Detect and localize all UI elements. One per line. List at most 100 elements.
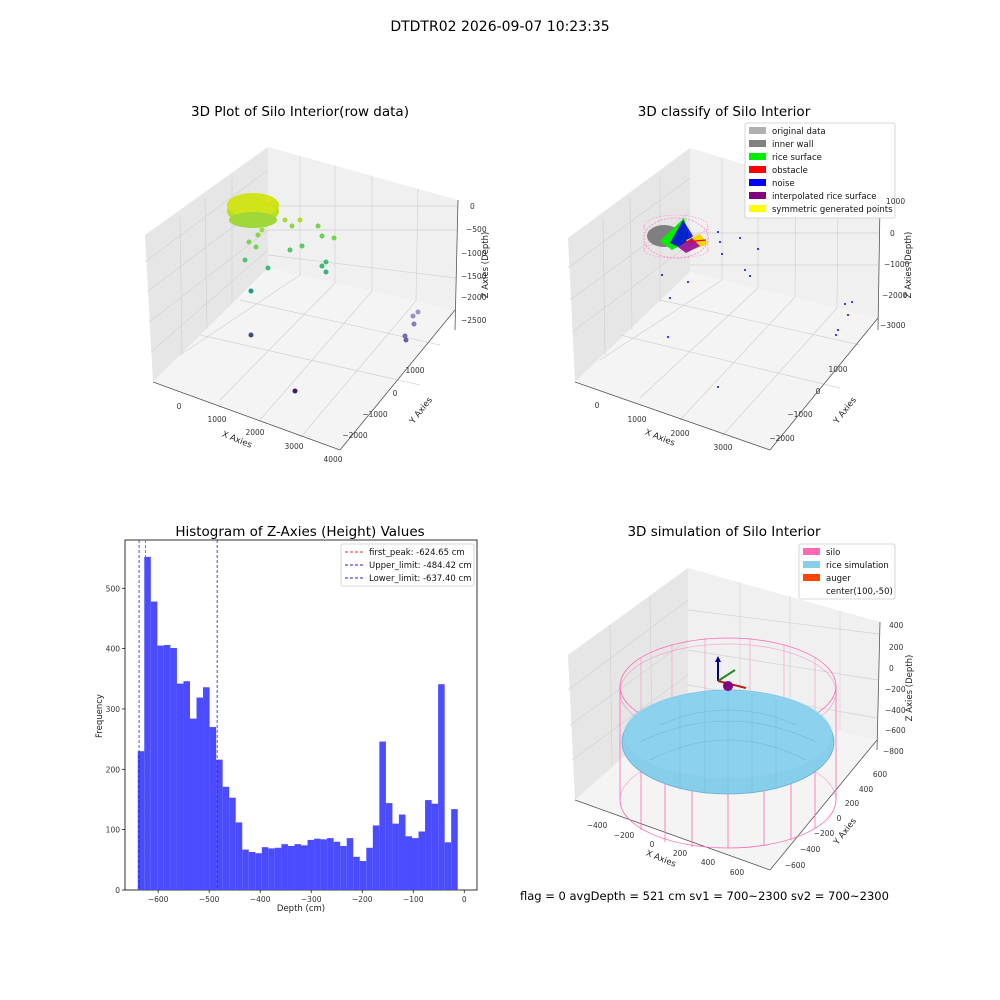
y-tick: −1000 [787, 410, 813, 419]
histogram-bar [274, 847, 282, 890]
histogram-bar [261, 847, 269, 890]
histogram-bar [314, 838, 321, 890]
figure-suptitle: DTDTR02 2026-09-07 10:23:35 [390, 19, 609, 35]
rice-surface [621, 689, 835, 795]
legend-label: rice surface [772, 153, 822, 163]
y-tick: 200 [106, 765, 121, 774]
panel-raw-3d: 3D Plot of Silo Interior(row data) [144, 104, 491, 464]
legend-label: noise [772, 179, 795, 189]
x-tick: −200 [614, 831, 635, 840]
histogram-bar [444, 842, 452, 890]
legend-label: first_peak: -624.65 cm [369, 548, 465, 558]
histogram-bar [163, 645, 171, 890]
histogram-bar [196, 697, 204, 890]
z-tick: −2000 [461, 293, 487, 302]
histogram-bar [372, 825, 380, 890]
classify-z-label: Z Axies (Depth) [904, 232, 914, 299]
y-tick: 100 [106, 826, 121, 835]
auger-marker [715, 656, 747, 691]
x-tick: 600 [730, 868, 745, 877]
z-tick: 0 [890, 229, 895, 238]
legend-swatch [749, 140, 766, 147]
y-tick: −200 [814, 829, 835, 838]
classify-z-ticks: 1000 0 −1000 −2000 −3000 [880, 197, 910, 330]
y-tick: 400 [106, 645, 121, 654]
histogram-bar [398, 814, 406, 890]
z-tick: −1000 [884, 260, 910, 269]
legend-swatch [749, 205, 766, 212]
y-tick: 200 [845, 799, 860, 808]
pane-back-right [268, 147, 458, 310]
histogram-bar [248, 851, 256, 890]
x-tick: 2000 [245, 428, 264, 437]
z-tick: −2500 [461, 316, 487, 325]
raw-y-label: Y Axies [407, 395, 435, 427]
y-tick: 500 [106, 584, 121, 593]
histogram-x-ticks: −600 −500 −400 −300 −200 −100 0 [148, 890, 467, 904]
x-tick: 3000 [713, 443, 732, 452]
raw-y-ticks: 1000 0 −1000 −2000 [342, 366, 424, 440]
histogram-bar [412, 838, 419, 890]
histogram-bar [294, 844, 301, 890]
legend-label: interpolated rice surface [772, 192, 877, 202]
x-tick: −400 [250, 895, 271, 904]
histogram-bar [281, 844, 288, 890]
histogram-y-ticks: 0 100 200 300 400 500 [106, 584, 125, 895]
histogram-bar [235, 822, 243, 890]
x-tick: 1000 [627, 415, 646, 424]
x-tick: 3000 [284, 442, 303, 451]
legend-label: obstacle [772, 166, 808, 176]
y-tick: 0 [837, 814, 842, 823]
z-tick: 0 [889, 664, 894, 673]
z-tick: 200 [889, 643, 904, 652]
y-tick: 0 [115, 886, 120, 895]
histogram-bar [157, 645, 164, 890]
legend-label: rice simulation [826, 561, 889, 571]
x-tick: 2000 [670, 429, 689, 438]
histogram-bar [222, 786, 230, 890]
pane-back-left [568, 148, 690, 382]
panel-classify-title: 3D classify of Silo Interior [638, 104, 811, 120]
histogram-bar [431, 803, 439, 890]
simulation-y-label: Y Axies [831, 816, 859, 848]
x-tick: 1000 [207, 415, 226, 424]
legend-label: center(100,-50) [826, 587, 893, 597]
histogram-bars [137, 556, 458, 890]
panel-histogram: Histogram of Z-Axies (Height) Values −60… [95, 524, 478, 914]
histogram-bar [385, 803, 393, 890]
histogram-bar [392, 823, 399, 890]
histogram-vlines [138, 540, 218, 890]
x-tick: 400 [701, 858, 716, 867]
x-tick: −100 [403, 895, 424, 904]
legend-label: original data [772, 127, 826, 137]
x-tick: 0 [177, 402, 182, 411]
histogram-bar [333, 841, 341, 890]
legend-swatch [749, 153, 766, 160]
histogram-bar [346, 838, 354, 890]
histogram-bar [379, 741, 386, 890]
y-tick: 1000 [405, 366, 424, 375]
histogram-bar [150, 601, 158, 890]
legend-label: Upper_limit: -484.42 cm [369, 561, 472, 571]
classify-x-ticks: 0 1000 2000 3000 [595, 401, 733, 452]
legend-swatch [749, 179, 766, 186]
z-tick: −400 [885, 706, 906, 715]
simulation-z-ticks: 400 200 0 −200 −400 −600 −800 [883, 621, 906, 756]
y-tick: 0 [393, 389, 398, 398]
z-tick: 1000 [886, 197, 905, 206]
axis-lines [574, 621, 881, 871]
y-tick: 600 [873, 770, 888, 779]
histogram-bar [176, 683, 184, 890]
histogram-bar [170, 648, 177, 890]
histogram-bar [340, 845, 347, 890]
classify-y-ticks: 1000 0 −1000 −2000 [769, 365, 847, 443]
panel-raw-title: 3D Plot of Silo Interior(row data) [191, 104, 409, 120]
histogram-bar [327, 838, 334, 890]
histogram-bar [268, 848, 275, 890]
z-tick: −2000 [882, 291, 908, 300]
legend-swatch [803, 561, 820, 568]
simulation-y-ticks: 600 400 200 0 −200 −400 −600 [785, 770, 888, 870]
histogram-bar [216, 759, 223, 890]
x-tick: −500 [199, 895, 220, 904]
legend-label: silo [826, 548, 840, 558]
